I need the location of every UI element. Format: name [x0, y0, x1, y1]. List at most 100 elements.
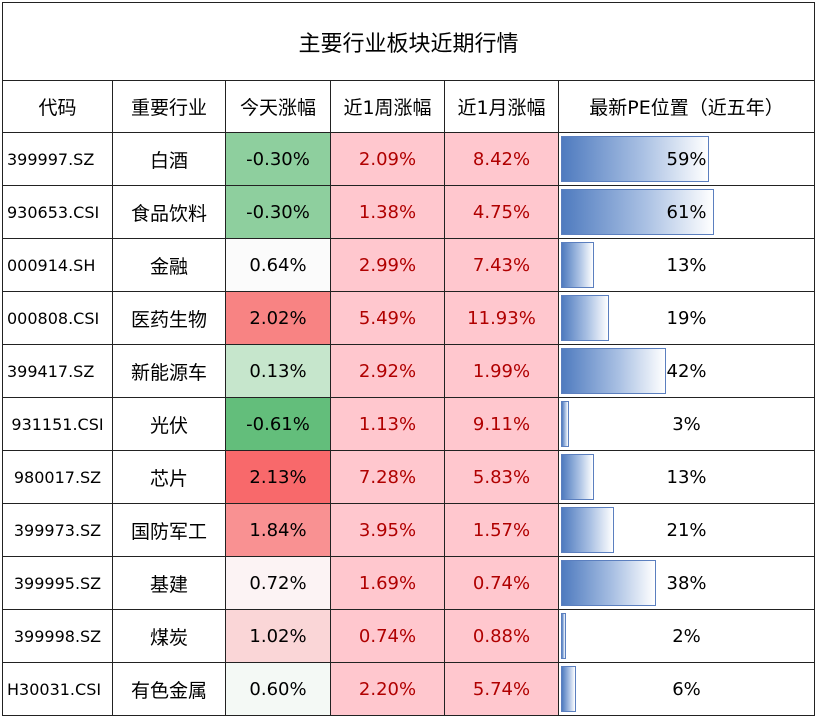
cell-week-change: 2.99% — [330, 238, 445, 292]
cell-today-change: 1.02% — [225, 609, 331, 663]
cell-week-change: 2.92% — [330, 344, 445, 398]
cell-today-change: 2.13% — [225, 450, 331, 504]
cell-today-change: 0.13% — [225, 344, 331, 398]
cell-week-change: 0.74% — [330, 609, 445, 663]
header-code: 代码 — [2, 80, 113, 133]
cell-code: 931151.CSI — [2, 397, 113, 451]
table-title: 主要行业板块近期行情 — [1, 2, 816, 81]
pe-data-bar — [561, 136, 709, 182]
pe-value: 3% — [672, 413, 701, 435]
pe-value: 21% — [666, 519, 707, 541]
cell-industry: 食品饮料 — [112, 185, 226, 239]
pe-data-bar — [561, 507, 614, 553]
cell-week-change: 1.69% — [330, 556, 445, 610]
cell-code: 399997.SZ — [2, 132, 113, 186]
header-month: 近1月涨幅 — [444, 80, 559, 133]
table-row: 931151.CSI 光伏 -0.61% 1.13% 9.11% 3% — [2, 397, 816, 451]
cell-week-change: 2.09% — [330, 132, 445, 186]
table-body: 399997.SZ 白酒 -0.30% 2.09% 8.42% 59% 930653.CSI… — [2, 132, 816, 716]
cell-pe-position: 2% — [557, 609, 816, 663]
cell-industry: 煤炭 — [112, 609, 226, 663]
header-today: 今天涨幅 — [225, 80, 331, 133]
cell-industry: 基建 — [112, 556, 226, 610]
cell-today-change: -0.30% — [225, 132, 331, 186]
cell-code: 399417.SZ — [2, 344, 113, 398]
cell-month-change: 8.42% — [444, 132, 559, 186]
cell-pe-position: 6% — [557, 662, 816, 716]
table-row: 399998.SZ 煤炭 1.02% 0.74% 0.88% 2% — [2, 609, 816, 663]
cell-week-change: 2.20% — [330, 662, 445, 716]
table-row: 980017.SZ 芯片 2.13% 7.28% 5.83% 13% — [2, 450, 816, 504]
pe-value: 59% — [666, 148, 707, 170]
pe-data-bar — [561, 454, 594, 500]
cell-pe-position: 13% — [557, 238, 816, 292]
pe-data-bar — [561, 613, 566, 659]
cell-week-change: 5.49% — [330, 291, 445, 345]
cell-pe-position: 13% — [557, 450, 816, 504]
pe-data-bar — [561, 189, 714, 235]
pe-data-bar — [561, 348, 666, 394]
cell-code: 000914.SH — [2, 238, 113, 292]
cell-industry: 国防军工 — [112, 503, 226, 557]
header-week: 近1周涨幅 — [330, 80, 445, 133]
table-row: 000808.CSI 医药生物 2.02% 5.49% 11.93% 19% — [2, 291, 816, 345]
cell-code: 399973.SZ — [2, 503, 113, 557]
cell-pe-position: 38% — [557, 556, 816, 610]
pe-data-bar — [561, 666, 576, 712]
pe-value: 42% — [666, 360, 707, 382]
cell-industry: 医药生物 — [112, 291, 226, 345]
cell-month-change: 5.83% — [444, 450, 559, 504]
cell-industry: 光伏 — [112, 397, 226, 451]
pe-value: 19% — [666, 307, 707, 329]
cell-month-change: 9.11% — [444, 397, 559, 451]
pe-value: 13% — [666, 466, 707, 488]
cell-code: 399998.SZ — [2, 609, 113, 663]
cell-today-change: 0.64% — [225, 238, 331, 292]
cell-week-change: 1.13% — [330, 397, 445, 451]
pe-value: 2% — [672, 625, 701, 647]
table-row: 399973.SZ 国防军工 1.84% 3.95% 1.57% 21% — [2, 503, 816, 557]
cell-week-change: 3.95% — [330, 503, 445, 557]
pe-data-bar — [561, 560, 656, 606]
cell-code: 399995.SZ — [2, 556, 113, 610]
cell-week-change: 1.38% — [330, 185, 445, 239]
table-row: H30031.CSI 有色金属 0.60% 2.20% 5.74% 6% — [2, 662, 816, 716]
pe-value: 38% — [666, 572, 707, 594]
pe-value: 13% — [666, 254, 707, 276]
table-row: 399997.SZ 白酒 -0.30% 2.09% 8.42% 59% — [2, 132, 816, 186]
cell-month-change: 1.99% — [444, 344, 559, 398]
pe-value: 61% — [666, 201, 707, 223]
cell-code: 980017.SZ — [2, 450, 113, 504]
pe-data-bar — [561, 242, 594, 288]
cell-pe-position: 3% — [557, 397, 816, 451]
cell-industry: 有色金属 — [112, 662, 226, 716]
table-row: 000914.SH 金融 0.64% 2.99% 7.43% 13% — [2, 238, 816, 292]
cell-industry: 白酒 — [112, 132, 226, 186]
cell-industry: 金融 — [112, 238, 226, 292]
cell-today-change: 0.72% — [225, 556, 331, 610]
cell-today-change: -0.61% — [225, 397, 331, 451]
cell-industry: 芯片 — [112, 450, 226, 504]
cell-code: 000808.CSI — [2, 291, 113, 345]
cell-today-change: 1.84% — [225, 503, 331, 557]
cell-today-change: 2.02% — [225, 291, 331, 345]
pe-data-bar — [561, 401, 569, 447]
table-row: 399417.SZ 新能源车 0.13% 2.92% 1.99% 42% — [2, 344, 816, 398]
cell-today-change: 0.60% — [225, 662, 331, 716]
cell-month-change: 7.43% — [444, 238, 559, 292]
cell-pe-position: 42% — [557, 344, 816, 398]
cell-month-change: 0.74% — [444, 556, 559, 610]
cell-pe-position: 19% — [557, 291, 816, 345]
cell-month-change: 1.57% — [444, 503, 559, 557]
pe-value: 6% — [672, 678, 701, 700]
cell-month-change: 0.88% — [444, 609, 559, 663]
cell-pe-position: 61% — [557, 185, 816, 239]
cell-code: 930653.CSI — [2, 185, 113, 239]
cell-code: H30031.CSI — [2, 662, 113, 716]
header-industry: 重要行业 — [112, 80, 226, 133]
cell-industry: 新能源车 — [112, 344, 226, 398]
table-row: 399995.SZ 基建 0.72% 1.69% 0.74% 38% — [2, 556, 816, 610]
cell-week-change: 7.28% — [330, 450, 445, 504]
